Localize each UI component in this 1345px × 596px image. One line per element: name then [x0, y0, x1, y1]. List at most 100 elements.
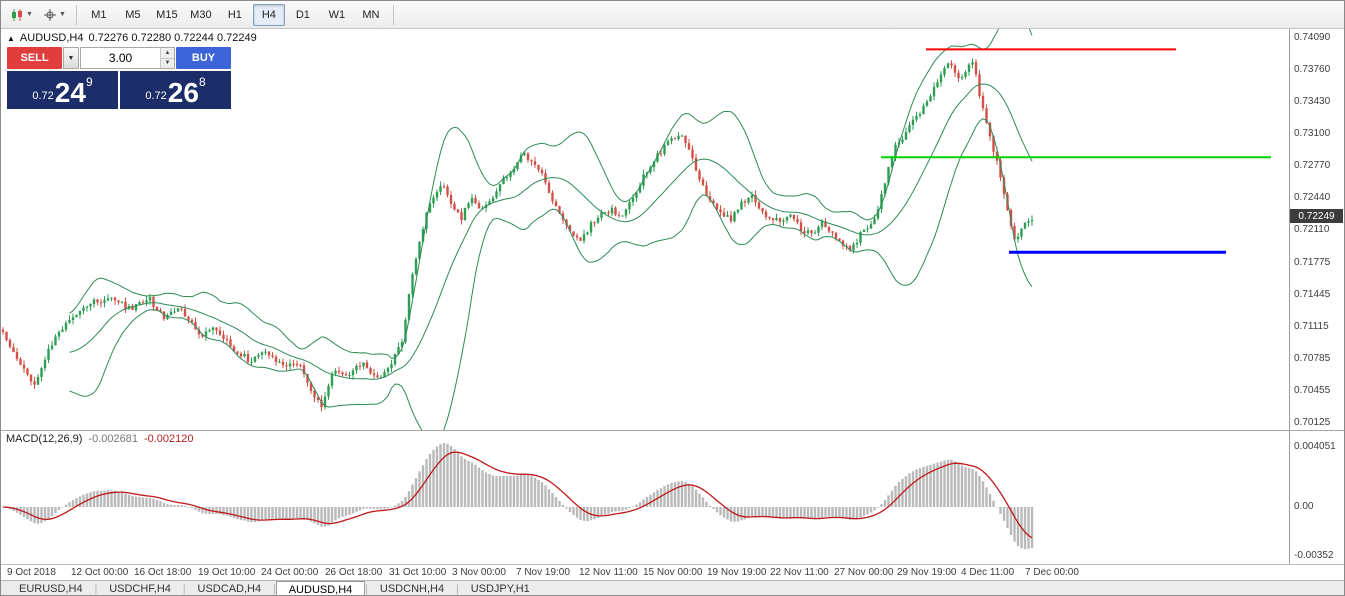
timeframe-button-H4[interactable]: H4	[252, 3, 285, 26]
date-axis[interactable]: 9 Oct 2018 12 Oct 00:00 16 Oct 18:00 19 Oct…	[1, 564, 1344, 581]
order-type-dropdown-button[interactable]: ▼	[63, 47, 79, 69]
crosshair-button[interactable]: ▼	[38, 3, 71, 27]
candle-body	[502, 177, 505, 185]
macd-histogram-bar	[481, 470, 484, 507]
date-axis-label: 24 Oct 00:00	[261, 567, 319, 578]
macd-histogram-bar	[271, 507, 274, 519]
macd-histogram-bar	[799, 507, 803, 519]
tab-EURUSD-H4[interactable]: EURUSD,H4	[19, 583, 83, 595]
tab-USDJPY-H1[interactable]: USDJPY,H1	[470, 583, 530, 595]
macd-histogram-bar	[110, 490, 113, 507]
candle-body	[449, 194, 453, 204]
chart-type-button[interactable]: ▼	[5, 3, 38, 27]
price-axis-label: 0.71775	[1294, 257, 1331, 268]
sell-price-display[interactable]: 0.72 24 9	[7, 71, 118, 109]
macd-histogram-bar	[617, 507, 621, 512]
timeframe-button-M30[interactable]: M30	[190, 8, 212, 21]
candle-body	[211, 327, 215, 331]
timeframe-button-M1[interactable]: M1	[91, 8, 107, 21]
candle-body	[775, 218, 778, 221]
candle-body	[99, 302, 103, 304]
macd-histogram-bar	[880, 504, 883, 507]
macd-histogram-bar	[796, 507, 799, 518]
candle-body	[218, 330, 222, 335]
candle-body	[365, 362, 369, 369]
candle-body	[1023, 222, 1027, 229]
macd-histogram-bar	[131, 496, 134, 507]
macd-histogram-bar	[673, 482, 677, 507]
macd-histogram-bar	[393, 505, 397, 507]
candle-body	[306, 374, 309, 383]
macd-histogram-bar	[383, 507, 386, 510]
date-axis-label: 27 Nov 00:00	[834, 567, 894, 578]
lot-size-input[interactable]	[81, 48, 160, 68]
candle-body	[512, 169, 516, 173]
candle-body	[582, 234, 586, 241]
candle-body	[813, 232, 817, 234]
lot-increase-button[interactable]: ▲	[161, 48, 174, 59]
candle-body	[159, 310, 162, 312]
trade-panel-controls-row: SELL ▼ ▲ ▼ BUY	[7, 47, 231, 69]
tab-USDCNH-H4[interactable]: USDCNH,H4	[379, 583, 445, 595]
tab-USDCHF-H4[interactable]: USDCHF,H4	[109, 583, 171, 595]
macd-histogram-bar	[610, 507, 614, 512]
candle-body	[26, 368, 29, 375]
tab-USDCAD-H4[interactable]: USDCAD,H4	[197, 583, 262, 595]
macd-histogram-bar	[36, 507, 40, 524]
macd-histogram-bar	[715, 507, 719, 513]
macd-histogram-bar	[582, 507, 586, 521]
main-chart-canvas[interactable]	[1, 29, 1290, 430]
macd-histogram-bar	[537, 479, 540, 507]
candle-body	[883, 183, 887, 195]
macd-histogram-bar	[124, 493, 127, 507]
candle-body	[5, 331, 8, 340]
candle-body	[334, 370, 337, 374]
candle-body	[92, 299, 96, 304]
macd-histogram-bar	[631, 506, 635, 507]
candle-body	[530, 159, 533, 162]
lot-decrease-button[interactable]: ▼	[161, 58, 174, 68]
candle-body	[684, 135, 687, 144]
candle-body	[295, 363, 299, 366]
candle-body	[43, 359, 47, 369]
candle-body	[446, 186, 449, 195]
candle-body	[190, 320, 194, 322]
macd-histogram-bar	[71, 500, 75, 507]
timeframe-button-H1[interactable]: H1	[227, 8, 242, 21]
candle-body	[313, 391, 316, 398]
macd-histogram-bar	[845, 507, 848, 519]
candle-body	[617, 214, 621, 216]
sell-button[interactable]: SELL	[7, 47, 62, 69]
macd-histogram-bar	[813, 507, 817, 520]
pane-splitter[interactable]	[1, 430, 1344, 431]
macd-histogram-bar	[1023, 507, 1027, 549]
candle-body	[411, 274, 414, 295]
macd-histogram-bar	[502, 475, 505, 507]
timeframe-button-D1[interactable]: D1	[295, 8, 310, 21]
candle-body	[988, 122, 992, 137]
tab-AUDUSD-H4[interactable]: AUDUSD,H4	[275, 581, 366, 595]
buy-button[interactable]: BUY	[176, 47, 231, 69]
buy-price-prefix: 0.72	[145, 90, 167, 102]
candle-body	[593, 222, 596, 224]
macd-histogram-bar	[176, 505, 180, 507]
candle-body	[257, 355, 260, 357]
candle-body	[743, 201, 747, 203]
macd-histogram-bar	[757, 507, 761, 516]
candle-body	[453, 203, 456, 210]
macd-histogram-bar	[985, 487, 988, 507]
candle-body	[498, 184, 502, 192]
price-axis-label: 0.73100	[1294, 128, 1331, 139]
macd-histogram-bar	[474, 464, 477, 507]
buy-price-display[interactable]: 0.72 26 8	[120, 71, 231, 109]
timeframe-button-W1[interactable]: W1	[328, 8, 346, 21]
timeframe-button-M5[interactable]: M5	[125, 8, 141, 21]
macd-histogram-bar	[491, 475, 495, 507]
macd-histogram-bar	[43, 507, 47, 522]
timeframe-button-M15[interactable]: M15	[156, 8, 178, 21]
macd-histogram-bar	[365, 507, 369, 509]
macd-canvas[interactable]	[1, 431, 1290, 564]
candle-body	[173, 311, 176, 313]
candle-body	[201, 334, 204, 337]
timeframe-button-MN[interactable]: MN	[362, 8, 380, 21]
